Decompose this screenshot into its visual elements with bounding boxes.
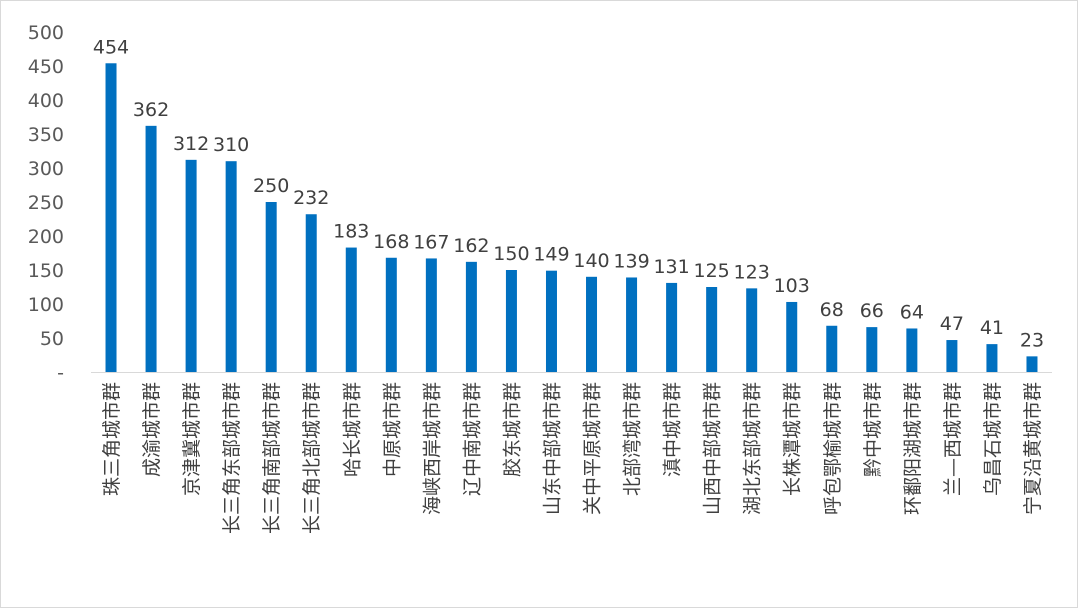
bar	[185, 159, 197, 372]
x-category-label: 滇中城市群	[662, 382, 684, 477]
data-label: 232	[293, 187, 329, 209]
bar	[145, 125, 157, 372]
bar	[505, 270, 517, 372]
y-tick-label: 100	[28, 294, 64, 316]
data-label: 149	[533, 244, 569, 266]
data-label: 123	[734, 261, 770, 283]
x-category-label: 黔中城市群	[862, 382, 884, 477]
x-category-label: 山东中部城市群	[541, 382, 563, 515]
y-tick-label: 400	[28, 90, 64, 112]
x-category-label: 哈长城市群	[341, 382, 363, 477]
bar	[986, 344, 998, 372]
bar	[305, 214, 317, 372]
x-category-label: 兰—西城市群	[942, 382, 964, 496]
data-label: 103	[774, 275, 810, 297]
x-category-label: 关中平原城市群	[582, 382, 604, 515]
data-label: 140	[573, 250, 609, 272]
data-label: 131	[653, 256, 689, 278]
data-label: 454	[93, 36, 129, 58]
bar	[265, 202, 277, 372]
data-label: 66	[860, 300, 884, 322]
y-tick-label: 500	[28, 22, 64, 44]
x-category-label: 长三角东部城市群	[221, 382, 243, 534]
bar	[105, 63, 117, 372]
bar	[906, 328, 918, 372]
y-tick-label: 450	[28, 56, 64, 78]
x-category-label: 海峡西岸城市群	[421, 382, 443, 515]
bar	[345, 247, 357, 372]
data-label: 310	[213, 134, 249, 156]
data-label: 139	[613, 250, 649, 272]
y-tick-label: 50	[40, 328, 64, 350]
bar	[786, 301, 798, 372]
x-category-label: 中原城市群	[381, 382, 403, 477]
bar	[866, 327, 878, 372]
data-label: 47	[940, 313, 964, 335]
bars	[105, 63, 1038, 372]
x-axis-labels: 珠三角城市群 成渝城市群 京津冀城市群 长三角东部城市群 长三角南部城市群 长三角北部城市…	[101, 382, 1044, 534]
bar	[385, 257, 397, 372]
data-label: 167	[413, 231, 449, 253]
data-label: 150	[493, 243, 529, 265]
data-label: 125	[694, 260, 730, 282]
bar	[465, 261, 477, 372]
bar	[1026, 356, 1038, 372]
data-label: 41	[980, 317, 1004, 339]
x-category-label: 成渝城市群	[141, 382, 163, 477]
data-label: 64	[900, 301, 924, 323]
x-category-label: 宁夏沿黄城市群	[1022, 382, 1044, 515]
bar	[666, 282, 678, 372]
data-label: 250	[253, 175, 289, 197]
y-tick-label: -	[57, 362, 64, 384]
data-label: 183	[333, 221, 369, 243]
y-tick-label: 350	[28, 124, 64, 146]
x-category-label: 珠三角城市群	[101, 382, 123, 496]
x-category-label: 北部湾城市群	[622, 382, 644, 496]
bar	[826, 325, 838, 372]
x-category-label: 长株潭城市群	[782, 382, 804, 496]
x-category-label: 湖北东部城市群	[742, 382, 764, 515]
bar	[706, 287, 718, 372]
bar	[746, 288, 758, 372]
y-tick-label: 150	[28, 260, 64, 282]
x-category-label: 京津冀城市群	[181, 382, 203, 496]
data-label: 23	[1020, 329, 1044, 351]
bar	[626, 277, 638, 372]
data-label: 168	[373, 231, 409, 253]
y-tick-label: 250	[28, 192, 64, 214]
x-category-label: 山西中部城市群	[702, 382, 724, 515]
bar	[225, 161, 237, 372]
y-tick-label: 300	[28, 158, 64, 180]
bar	[545, 270, 557, 372]
x-category-label: 呼包鄂榆城市群	[822, 382, 844, 515]
bar	[425, 258, 437, 372]
data-label: 362	[133, 99, 169, 121]
x-category-label: 长三角南部城市群	[261, 382, 283, 534]
x-category-label: 乌昌石城市群	[982, 382, 1004, 496]
x-category-label: 长三角北部城市群	[301, 382, 323, 534]
data-label: 312	[173, 133, 209, 155]
bar	[946, 340, 958, 372]
x-category-label: 环鄱阳湖城市群	[902, 382, 924, 515]
y-axis: - 50 100 150 200 250 300 350 400 450 500	[28, 22, 64, 384]
data-label: 162	[453, 235, 489, 257]
bar	[586, 276, 598, 372]
x-category-label: 胶东城市群	[501, 382, 523, 477]
data-label: 68	[820, 299, 844, 321]
y-tick-label: 200	[28, 226, 64, 248]
x-category-label: 辽中南城市群	[461, 382, 483, 496]
